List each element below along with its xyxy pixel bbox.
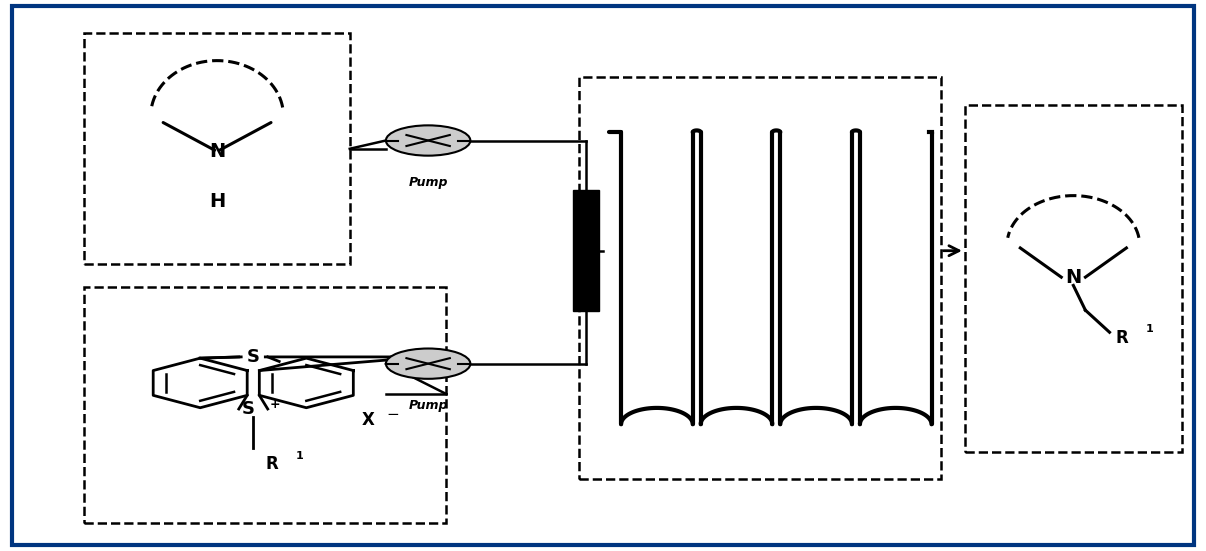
Bar (965, 105, 1182, 452)
Text: 1: 1 (1146, 325, 1153, 334)
Ellipse shape (386, 125, 470, 155)
Text: Pump: Pump (409, 176, 447, 190)
Text: N: N (1065, 268, 1082, 287)
Ellipse shape (386, 348, 470, 379)
Bar (84, 33, 350, 264)
Text: 1: 1 (295, 451, 303, 461)
Text: Pump: Pump (409, 399, 447, 413)
Text: H: H (209, 192, 226, 210)
Bar (573, 190, 599, 311)
Text: S: S (247, 348, 259, 366)
Text: R: R (1116, 329, 1129, 347)
Text: +: + (270, 398, 280, 411)
Text: X: X (362, 411, 375, 429)
Text: −: − (386, 407, 399, 422)
Text: R: R (265, 455, 279, 473)
Text: S: S (242, 400, 254, 418)
Bar (84, 287, 446, 523)
Bar (579, 77, 941, 479)
Text: N: N (209, 142, 226, 161)
